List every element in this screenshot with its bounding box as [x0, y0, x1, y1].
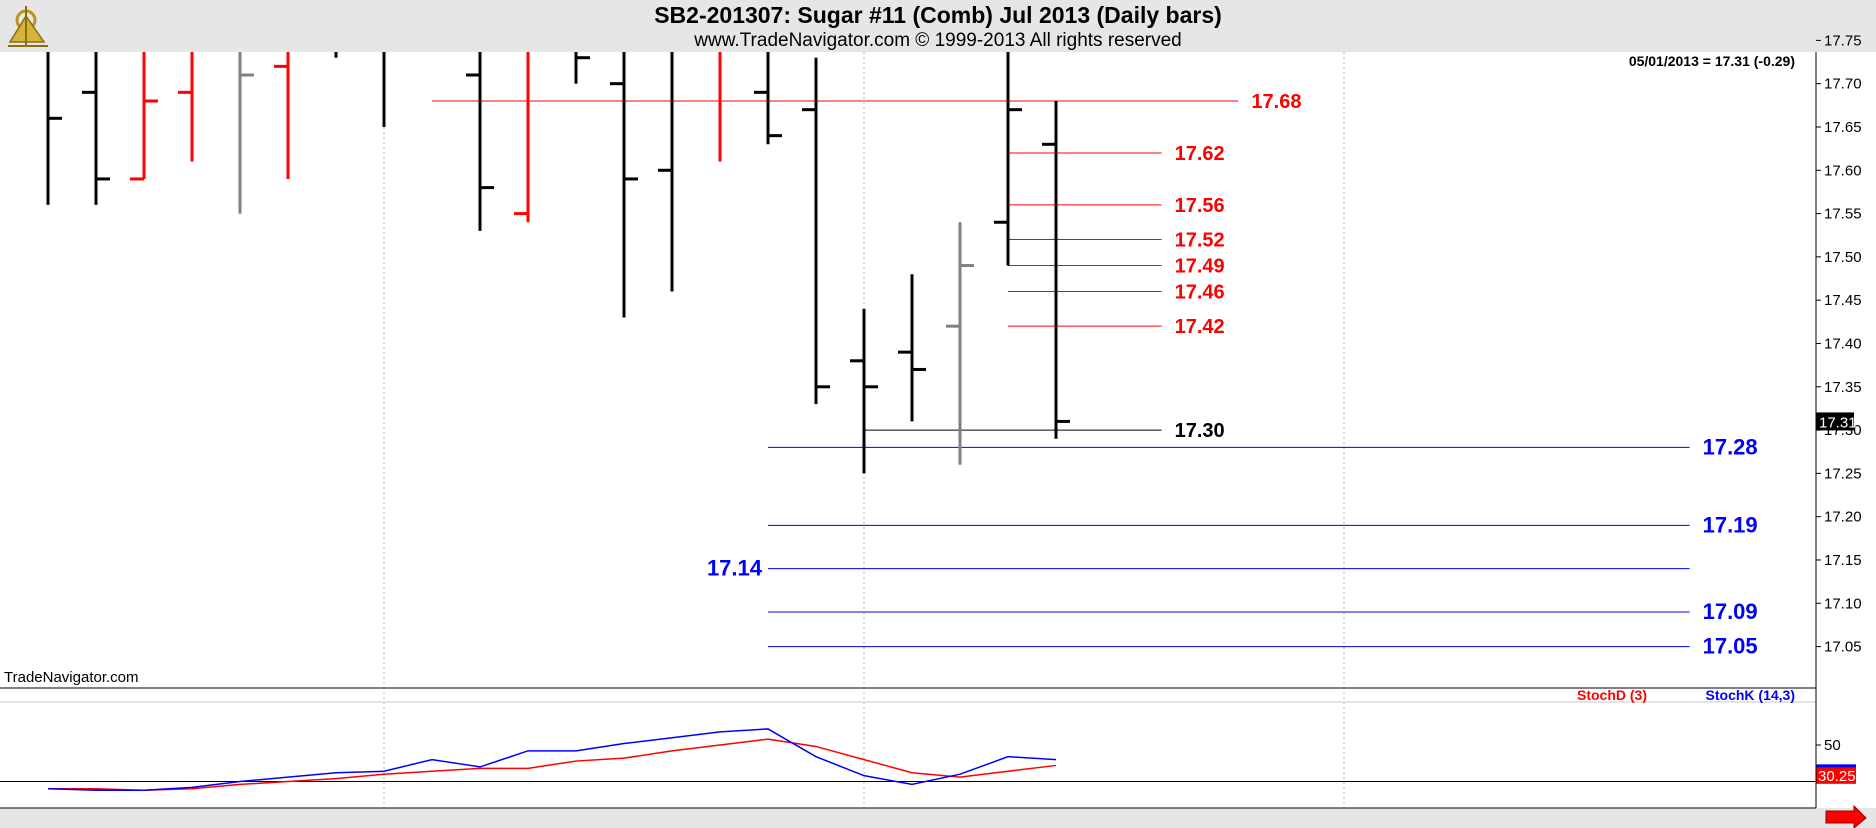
legend-stochd: StochD (3)	[1577, 687, 1647, 703]
level-label: 17.09	[1703, 599, 1758, 624]
ohlc-bar	[178, 52, 194, 162]
last-value-label: 05/01/2013 = 17.31 (-0.29)	[1629, 53, 1795, 69]
ohlc-bar	[46, 52, 62, 205]
price-tag-box	[1816, 412, 1854, 431]
ohlc-bar	[658, 52, 674, 292]
ohlc-bar	[514, 52, 530, 223]
y-tick-label: 17.15	[1824, 552, 1862, 569]
ohlc-bar	[898, 274, 926, 422]
level-label: 17.56	[1175, 195, 1225, 217]
level-label: 17.42	[1175, 316, 1225, 338]
ohlc-bar	[466, 52, 494, 231]
y-tick-label: 17.70	[1824, 76, 1862, 93]
axes	[0, 52, 1876, 828]
chart-subtitle: www.TradeNavigator.com © 1999-2013 All r…	[694, 30, 1182, 51]
stoch-tag-box	[1816, 765, 1856, 784]
y-tick-label: 17.55	[1824, 206, 1862, 223]
ohlc-bar	[334, 52, 338, 58]
level-label: 17.49	[1175, 256, 1225, 278]
watermark: TradeNavigator.com	[4, 669, 139, 686]
ohlc-bar	[574, 52, 590, 84]
ohlc-bar	[418, 0, 446, 49]
y-tick-label: 17.35	[1824, 379, 1862, 396]
level-label: 17.62	[1175, 143, 1225, 165]
series-line	[48, 738, 1057, 792]
ohlc-bar	[994, 52, 1022, 266]
ohlc-bar	[274, 52, 290, 179]
ohlc-bar	[130, 52, 158, 181]
sextant-icon	[8, 6, 48, 47]
price-tag-label: 17.31	[1819, 414, 1857, 431]
level-label: 17.52	[1175, 230, 1225, 252]
ohlc-bar	[802, 57, 830, 405]
y-tick-label: 17.25	[1824, 465, 1862, 482]
series-line	[47, 728, 1057, 792]
level-label: 17.19	[1703, 512, 1758, 537]
y-tick-label: 17.50	[1824, 249, 1862, 266]
y-tick-label: 17.40	[1824, 335, 1862, 352]
y-tick-label: 17.20	[1824, 509, 1862, 526]
ohlc-bar	[1042, 101, 1070, 439]
level-label: 17.05	[1703, 634, 1758, 659]
y-tick-label: 17.60	[1824, 162, 1862, 179]
y-tick-label: 17.45	[1824, 292, 1862, 309]
chart-header	[0, 0, 1876, 52]
right-arrow-icon[interactable]	[1825, 804, 1867, 828]
ohlc-bar	[850, 308, 878, 474]
price-bars	[46, 0, 1070, 474]
y-tick-label: 17.75	[1824, 32, 1862, 49]
ohlc-bar	[238, 52, 254, 214]
ohlc-bar	[946, 222, 974, 465]
ohlc-bar	[610, 52, 638, 318]
y-tick-label: 17.65	[1824, 119, 1862, 136]
ohlc-bar	[382, 52, 386, 127]
level-label: 17.68	[1251, 91, 1301, 113]
y-tick-label: 50	[1824, 737, 1841, 754]
ohlc-bar	[754, 52, 782, 145]
level-label: 17.14	[707, 556, 763, 581]
level-label: 17.28	[1703, 434, 1758, 459]
y-tick-label: 17.10	[1824, 595, 1862, 612]
chart-title: SB2-201307: Sugar #11 (Comb) Jul 2013 (D…	[654, 2, 1222, 28]
x-axis-band	[0, 808, 1876, 828]
ohlc-bar	[82, 52, 110, 205]
stochastic-panel: 50 30.25	[0, 728, 1856, 792]
level-label: 17.30	[1175, 420, 1225, 442]
legend-stochk: StochK (14,3)	[1706, 687, 1795, 703]
stoch-tag-label: 30.25	[1818, 768, 1856, 785]
y-tick-label: 17.05	[1824, 639, 1862, 656]
ohlc-bar	[718, 52, 722, 162]
level-label: 17.46	[1175, 282, 1225, 304]
level-lines: 17.68 17.62 17.56 17.52 17.49 17.46 17.42 17.30…	[432, 91, 1857, 659]
